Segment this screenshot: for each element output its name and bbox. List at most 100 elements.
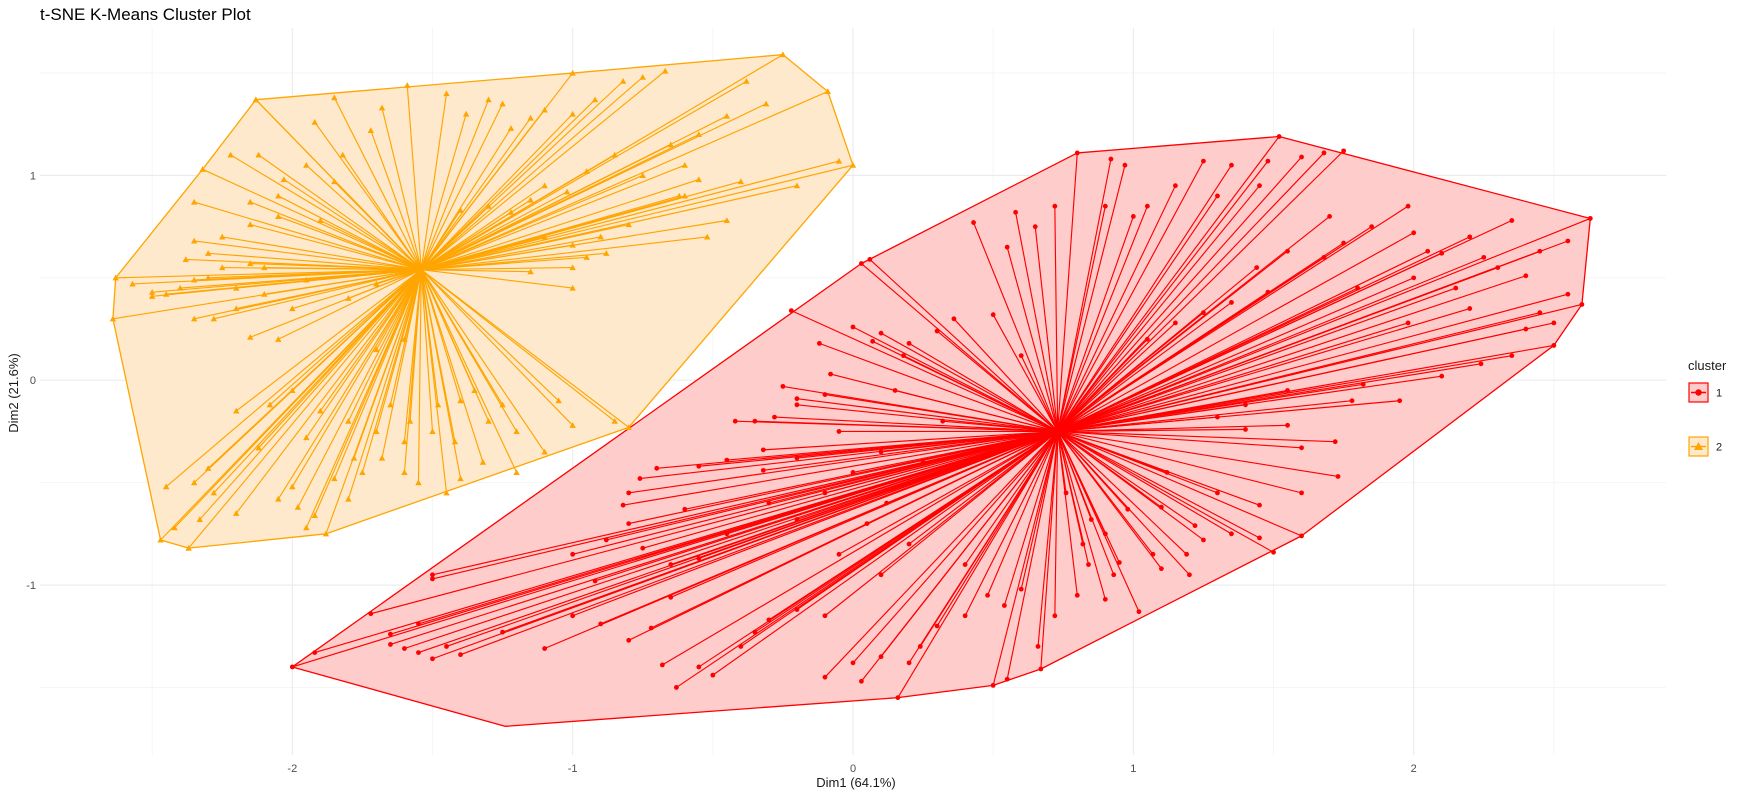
cluster-segment-2 xyxy=(420,117,532,270)
data-point-2 xyxy=(723,217,731,224)
data-point-1 xyxy=(416,621,421,627)
data-point-2 xyxy=(303,162,310,168)
data-point-2 xyxy=(311,512,318,518)
data-point-2 xyxy=(205,465,212,471)
cluster-segment-2 xyxy=(420,76,644,271)
cluster-segment-2 xyxy=(278,195,422,271)
data-point-1 xyxy=(1215,490,1220,496)
data-point-2 xyxy=(280,176,288,183)
data-point-2 xyxy=(199,166,206,172)
cluster-segment-2 xyxy=(264,267,422,271)
y-tick-label: 0 xyxy=(30,375,36,387)
cluster-segment-1 xyxy=(1057,152,1325,432)
data-point-1 xyxy=(1018,586,1024,592)
cluster-segment-2 xyxy=(305,164,422,271)
data-point-1 xyxy=(1276,134,1282,139)
data-point-1 xyxy=(1229,162,1234,168)
data-point-2 xyxy=(359,469,366,475)
data-point-1 xyxy=(1172,183,1178,189)
data-point-2 xyxy=(252,96,260,103)
data-point-1 xyxy=(1136,609,1142,615)
data-point-1 xyxy=(1201,158,1206,164)
data-point-1 xyxy=(1102,531,1108,537)
data-point-2 xyxy=(157,536,164,543)
data-point-1 xyxy=(822,674,828,680)
cluster-segment-1 xyxy=(880,431,1059,658)
data-point-1 xyxy=(962,562,968,567)
legend-triangle-icon xyxy=(1694,442,1703,450)
cluster-segment-1 xyxy=(1057,160,1269,432)
cluster-segment-2 xyxy=(208,252,422,271)
cluster-segment-1 xyxy=(964,431,1059,565)
x-tick-label: -2 xyxy=(287,763,297,775)
cluster-segment-1 xyxy=(1057,312,1204,432)
cluster-segment-1 xyxy=(726,430,1058,461)
data-point-2 xyxy=(824,88,831,95)
cluster-segment-1 xyxy=(774,416,1058,433)
data-point-1 xyxy=(878,654,884,660)
cluster-segment-2 xyxy=(420,99,490,270)
cluster-segment-1 xyxy=(763,430,1058,471)
cluster-segment-1 xyxy=(861,263,1059,432)
data-point-2 xyxy=(457,397,464,404)
data-point-2 xyxy=(443,489,450,496)
cluster-segment-2 xyxy=(376,269,422,285)
data-point-2 xyxy=(182,256,189,262)
data-point-2 xyxy=(261,264,268,271)
data-point-1 xyxy=(1116,560,1122,565)
cluster-segment-2 xyxy=(421,269,531,273)
cluster-segment-2 xyxy=(420,211,512,271)
cluster-segment-2 xyxy=(420,269,434,432)
data-point-1 xyxy=(1551,343,1557,348)
cluster-segment-1 xyxy=(953,318,1059,432)
data-point-2 xyxy=(541,448,548,455)
data-point-2 xyxy=(162,483,170,490)
data-point-1 xyxy=(1405,320,1411,326)
cluster-segment-2 xyxy=(403,269,422,442)
legend-label-2: 2 xyxy=(1716,442,1722,454)
data-point-1 xyxy=(1299,490,1304,496)
data-point-1 xyxy=(1509,353,1515,359)
cluster-segment-1 xyxy=(1057,430,1274,553)
data-point-1 xyxy=(1086,562,1091,567)
cluster-segment-2 xyxy=(406,85,422,270)
cluster-segment-1 xyxy=(1057,322,1176,432)
cluster-segment-1 xyxy=(886,430,1058,504)
data-point-2 xyxy=(499,401,506,408)
data-point-2 xyxy=(563,188,571,195)
cluster-segment-2 xyxy=(420,93,448,270)
data-point-1 xyxy=(1285,388,1290,393)
data-point-1 xyxy=(1453,285,1459,291)
data-point-1 xyxy=(1587,216,1593,221)
data-point-2 xyxy=(322,530,330,537)
cluster-segment-1 xyxy=(880,430,1058,453)
data-point-1 xyxy=(850,660,856,666)
data-point-2 xyxy=(569,110,576,117)
data-point-1 xyxy=(934,623,940,629)
cluster-segment-2 xyxy=(381,107,422,270)
cluster-segment-2 xyxy=(194,201,422,271)
data-point-1 xyxy=(289,664,295,670)
cluster-segment-1 xyxy=(1057,301,1232,432)
data-point-1 xyxy=(766,617,772,623)
data-point-1 xyxy=(1425,248,1431,254)
data-point-1 xyxy=(836,551,842,557)
data-point-1 xyxy=(794,396,800,402)
data-point-1 xyxy=(1111,572,1117,578)
data-point-2 xyxy=(129,280,136,287)
data-point-2 xyxy=(639,172,646,179)
cluster-segment-1 xyxy=(852,431,1059,664)
cluster-segment-1 xyxy=(1003,431,1059,606)
data-point-2 xyxy=(294,504,302,510)
cluster-segment-1 xyxy=(754,420,1058,433)
cluster-segment-2 xyxy=(417,269,422,483)
data-point-2 xyxy=(210,315,218,322)
cluster-segment-2 xyxy=(420,269,630,428)
cluster-segment-2 xyxy=(199,269,422,520)
data-point-1 xyxy=(906,340,912,346)
cluster-segment-1 xyxy=(1057,158,1112,432)
cluster-segment-1 xyxy=(1057,431,1154,555)
data-point-1 xyxy=(430,576,435,582)
data-point-1 xyxy=(1229,300,1234,305)
cluster-segment-2 xyxy=(421,244,573,271)
